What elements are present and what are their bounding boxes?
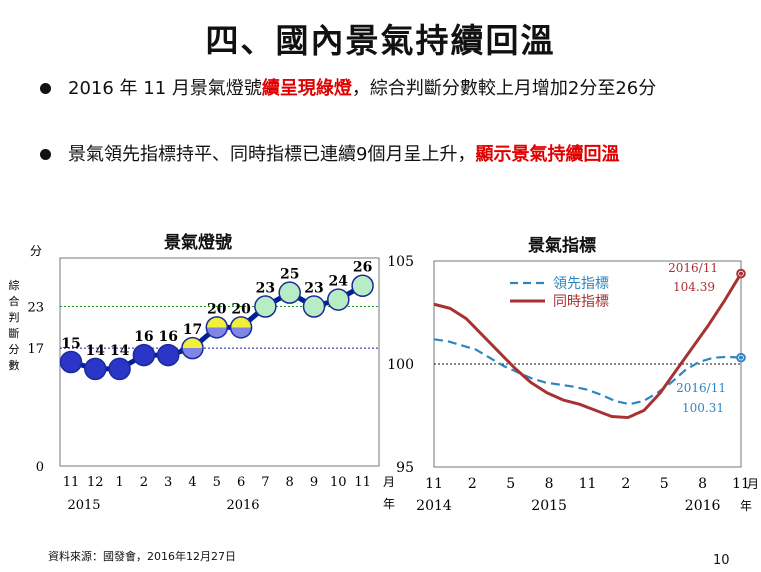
data-label: 24 <box>329 274 349 290</box>
x-unit-label: 月 <box>383 475 395 489</box>
x-tick-label: 2 <box>140 475 148 490</box>
x-tick-label: 11 <box>63 475 80 490</box>
year-unit-label: 年 <box>383 497 395 511</box>
signal-point <box>132 343 156 367</box>
x-unit-label: 月 <box>747 477 759 491</box>
signal-point <box>181 336 204 360</box>
signal-point <box>278 281 301 304</box>
bullet-dot-icon <box>40 149 51 160</box>
x-tick-label: 1 <box>115 475 123 490</box>
series-line-1 <box>433 272 743 420</box>
y-tick-label: 95 <box>396 460 414 476</box>
y-tick-label: 17 <box>27 342 44 357</box>
signal-point <box>229 316 253 339</box>
data-label: 23 <box>256 281 275 297</box>
x-tick-label: 10 <box>330 475 347 490</box>
year-label: 2015 <box>67 498 100 513</box>
y-unit-label: 分 <box>30 244 42 258</box>
x-tick-label: 6 <box>237 475 245 490</box>
signal-point <box>108 357 131 381</box>
x-tick-label: 8 <box>698 476 707 492</box>
year-label: 2015 <box>531 498 567 514</box>
year-label: 2016 <box>226 498 259 513</box>
signal-point <box>302 295 326 318</box>
signal-point <box>327 288 350 311</box>
y-tick-label: 100 <box>387 357 414 373</box>
series-endpoint-core <box>739 271 743 276</box>
x-tick-label: 9 <box>310 475 318 490</box>
x-tick-label: 2 <box>468 476 477 492</box>
data-label: 26 <box>353 260 372 276</box>
data-label: 23 <box>304 281 323 297</box>
annotation-date: 2016/11 <box>676 381 726 395</box>
x-tick-label: 2 <box>621 476 630 492</box>
signal-chart-title: 景氣燈號 <box>164 233 232 253</box>
data-label: 16 <box>134 329 153 345</box>
x-tick-label: 5 <box>660 476 669 492</box>
year-label: 2016 <box>685 498 721 514</box>
data-label: 14 <box>86 343 106 359</box>
series-endpoint-core <box>739 355 743 360</box>
data-label: 14 <box>110 343 130 359</box>
data-label: 15 <box>61 336 80 352</box>
signal-point <box>84 357 107 381</box>
x-tick-label: 5 <box>506 476 515 492</box>
index-chart-title: 景氣指標 <box>528 236 596 256</box>
bullet-2: 景氣領先指標持平、同時指標已連續9個月呈上升，顯示景氣持續回溫 <box>40 140 740 170</box>
y-axis-label: 綜合判斷分數 <box>9 278 20 372</box>
x-tick-label: 11 <box>354 475 371 490</box>
x-tick-label: 11 <box>579 476 597 492</box>
signal-point <box>254 295 277 318</box>
signal-point <box>156 343 180 367</box>
data-label: 20 <box>207 301 227 317</box>
year-unit-label: 年 <box>740 499 752 513</box>
x-tick-label: 5 <box>213 475 221 490</box>
x-tick-label: 11 <box>425 476 443 492</box>
data-label: 16 <box>158 329 177 345</box>
bullet-1-highlight: 續呈現綠燈 <box>261 78 352 99</box>
x-tick-label: 8 <box>545 476 554 492</box>
data-label: 17 <box>183 322 202 338</box>
x-tick-label: 11 <box>732 476 750 492</box>
y-tick-label: 105 <box>387 254 414 270</box>
page-number: 10 <box>713 553 730 568</box>
bullet-dot-icon <box>40 83 51 94</box>
data-label: 20 <box>231 301 251 317</box>
annotation-date: 2016/11 <box>668 261 718 275</box>
x-tick-label: 3 <box>164 475 172 490</box>
annotation-value: 100.31 <box>682 401 724 415</box>
bullet-1: 2016 年 11 月景氣燈號續呈現綠燈，綜合判斷分數較上月增加2分至26分 <box>40 74 740 104</box>
data-source: 資料來源：國發會，2016年12月27日 <box>48 550 236 563</box>
year-label: 2014 <box>416 498 452 514</box>
x-tick-label: 4 <box>188 475 196 490</box>
signal-point <box>351 274 374 297</box>
x-tick-label: 7 <box>261 475 269 490</box>
annotation-value: 104.39 <box>673 280 715 294</box>
x-tick-label: 12 <box>87 475 104 490</box>
signal-point <box>205 316 229 339</box>
legend-label: 領先指標 <box>553 275 609 292</box>
page-title: 四、國內景氣持續回溫 <box>205 21 556 60</box>
bullet-1-text: 2016 年 11 月景氣燈號 <box>68 78 262 99</box>
bullet-2-highlight: 顯示景氣持續回溫 <box>475 144 620 165</box>
legend-label: 同時指標 <box>553 294 609 310</box>
x-tick-label: 8 <box>286 475 294 490</box>
y-tick-label: 23 <box>27 301 44 316</box>
data-label: 25 <box>280 267 299 283</box>
bullet-2-text: 景氣領先指標持平、同時指標已連續9個月呈上升， <box>68 144 476 165</box>
bullet-1-text-end: ，綜合判斷分數較上月增加2分至26分 <box>351 78 657 99</box>
y-tick-label: 0 <box>36 460 44 475</box>
signal-point <box>59 350 83 374</box>
